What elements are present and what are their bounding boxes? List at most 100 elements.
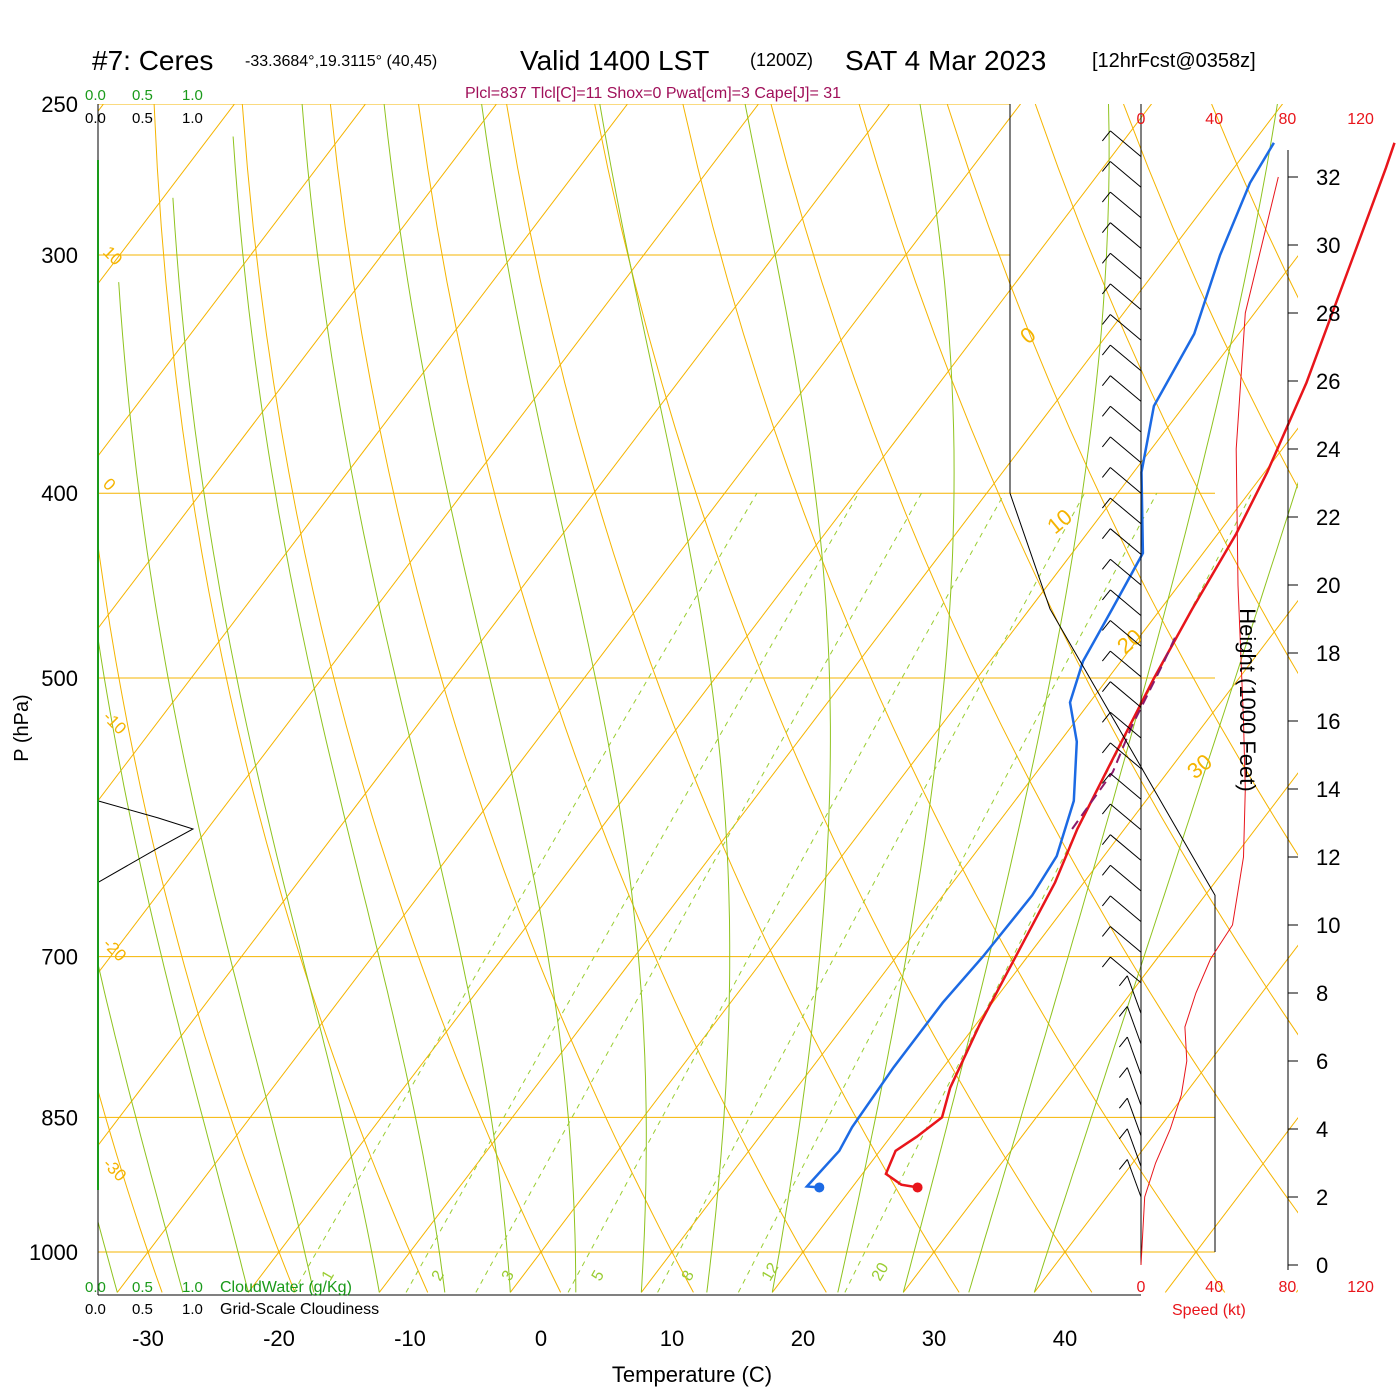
dry-adiabat	[241, 104, 562, 1293]
wind-barb-flag	[1101, 191, 1111, 203]
moist-adiabat-label: 0	[1015, 322, 1040, 349]
height-tick-label: 12	[1316, 845, 1340, 870]
wind-barb-staff	[1110, 773, 1142, 800]
wind-barb-staff	[1126, 1036, 1142, 1075]
wind-barb	[1101, 467, 1142, 494]
wind-barbs	[1101, 130, 1279, 1266]
wind-barb-flag	[1118, 975, 1128, 987]
dry-adiabat	[506, 104, 960, 1293]
wind-barb	[1118, 1006, 1142, 1045]
wind-barb	[1118, 1159, 1142, 1198]
cloudiness-label: Grid-Scale Cloudiness	[220, 1301, 379, 1318]
wind-barb-staff	[1110, 497, 1142, 525]
moist-adiabat-label: 30	[1182, 749, 1217, 784]
dry-adiabat	[1123, 104, 1298, 489]
temperature-tick-label: 20	[791, 1326, 815, 1351]
wind-barb-staff	[1110, 191, 1142, 219]
cloud-water-scale-05: 0.5	[132, 87, 153, 104]
speed-tick-label-top: 0	[1137, 111, 1146, 128]
pressure-tick-label: 400	[41, 481, 78, 506]
indices-line: Plcl=837 Tlcl[C]=11 Shox=0 Pwat[cm]=3 Ca…	[465, 85, 841, 102]
cloud-water-scale-bottom-0: 0.0	[85, 1279, 106, 1296]
cloud-water-label: CloudWater (g/Kg)	[220, 1279, 352, 1296]
cloudiness-scale-bottom-05: 0.5	[132, 1301, 153, 1318]
wind-barb	[1118, 1036, 1142, 1075]
wind-barb-staff	[1126, 975, 1142, 1014]
wind-barb-flag	[1101, 650, 1111, 662]
dry-adiabat	[770, 104, 1298, 1214]
wind-barb	[1101, 620, 1142, 647]
wind-barb	[1118, 1097, 1142, 1136]
wind-barb	[1101, 405, 1142, 433]
moist-adiabat	[481, 104, 647, 1293]
speed-tick-label-bottom: 40	[1205, 1279, 1223, 1296]
moist-adiabat	[98, 634, 249, 1293]
wind-barb-staff	[1110, 314, 1142, 341]
temperature-tick-label: -30	[132, 1326, 164, 1351]
wind-barb-staff	[1110, 467, 1142, 494]
wind-barb-staff	[1110, 528, 1142, 555]
forecast-label: [12hrFcst@0358z]	[1092, 50, 1256, 72]
wind-barb-staff	[1110, 895, 1142, 922]
wind-barb-staff	[1110, 956, 1142, 984]
wind-barb	[1101, 528, 1142, 555]
isotherm-line	[1295, 1289, 1298, 1293]
height-tick-label: 28	[1316, 301, 1340, 326]
moist-adiabat	[98, 961, 184, 1293]
mixing-ratio-line	[405, 492, 860, 1293]
moist-adiabat	[837, 104, 955, 1293]
dry-adiabat	[1034, 104, 1298, 675]
cloudiness-scale-bottom-0: 0.0	[85, 1301, 106, 1318]
wind-barb	[1118, 1128, 1142, 1167]
wind-barb-flag	[1101, 742, 1111, 754]
height-tick-label: 18	[1316, 641, 1340, 666]
wind-barb-flag	[1118, 1128, 1128, 1140]
mixing-ratio-line	[737, 492, 1158, 1293]
y-axis-title: P (hPa)	[11, 694, 33, 761]
isotherm-line	[247, 104, 1153, 1293]
height-tick-label: 14	[1316, 777, 1340, 802]
wind-barb-flag	[1101, 589, 1111, 601]
temperature-tick-label: 10	[660, 1326, 684, 1351]
cloud-water-scale-1: 1.0	[182, 87, 203, 104]
cloudiness-scale-0: 0.0	[85, 110, 106, 127]
speed-tick-label-bottom: 80	[1279, 1279, 1297, 1296]
temperature-surface-point	[912, 1182, 923, 1193]
height-tick-label: 16	[1316, 709, 1340, 734]
wind-barb-staff	[1110, 926, 1142, 953]
wind-barb	[1118, 1067, 1142, 1106]
wind-barb	[1101, 161, 1142, 188]
station-title: #7: Ceres	[92, 45, 213, 76]
moist-adiabat	[98, 1220, 118, 1293]
mixing-ratio-label: 20	[869, 1260, 893, 1284]
dry-adiabat-label: 0	[99, 474, 119, 494]
wind-barb	[1101, 130, 1142, 157]
isotherm-line	[98, 104, 498, 630]
wind-barb-staff	[1110, 558, 1142, 586]
isotherm-line	[902, 772, 1298, 1293]
wind-barb-staff	[1110, 620, 1142, 647]
isotherm-line	[640, 427, 1298, 1293]
pressure-tick-label: 700	[41, 945, 78, 970]
valid-time: Valid 1400 LST	[520, 45, 709, 76]
wind-barb-flag	[1101, 436, 1111, 448]
moist-adiabat	[232, 136, 446, 1293]
mixing-ratio-line	[844, 492, 1253, 1293]
mixing-ratio-label: 2	[429, 1268, 448, 1284]
dry-adiabat-label: 10	[99, 242, 126, 269]
isotherm-line	[98, 104, 629, 802]
parcel-line	[1071, 635, 1177, 830]
dry-adiabat-label: -20	[99, 934, 130, 965]
wind-barb-flag	[1118, 1067, 1128, 1078]
height-tick-label: 30	[1316, 233, 1340, 258]
pressure-tick-label: 250	[41, 92, 78, 117]
background-grid	[98, 104, 1298, 1293]
wind-barb-flag	[1101, 803, 1111, 815]
mixing-ratio-line	[293, 492, 758, 1293]
wind-barb-flag	[1101, 467, 1111, 478]
height-tick-label: 32	[1316, 165, 1340, 190]
height-tick-label: 10	[1316, 913, 1340, 938]
wind-barb-staff	[1126, 1128, 1142, 1167]
wind-barb	[1101, 681, 1142, 708]
